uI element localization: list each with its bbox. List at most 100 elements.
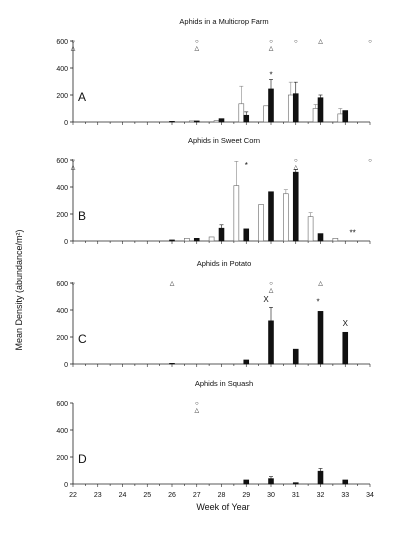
panel-c-filled-bar (342, 331, 349, 365)
panel-a-open-bar (263, 105, 269, 123)
panel-d-letter: D (78, 452, 87, 466)
panel-a-marker-symbol: ○ (195, 39, 199, 45)
panel-c-filled-bar (169, 363, 175, 365)
panel-a-marker-symbol: ○ (71, 39, 75, 45)
x-tick-label: 28 (218, 492, 226, 499)
x-tick-label: 27 (193, 492, 201, 499)
panel-a-open-bar (312, 108, 319, 123)
panel-d-y-tick-label: 200 (56, 455, 68, 462)
panel-a-y-tick-label: 0 (64, 120, 68, 127)
panel-d-marker-symbol: △ (194, 408, 199, 414)
panel-b-filled-bar (193, 238, 200, 242)
panel-b-filled-bar (292, 171, 299, 242)
panel-c-filled-bar (292, 348, 299, 365)
panel-c-marker-symbol: ○ (269, 281, 273, 287)
panel-b-open-bar (233, 185, 240, 242)
panel-d-y-tick-label: 600 (56, 401, 68, 408)
panel-b-open-bar (184, 238, 190, 242)
x-tick-label: 29 (242, 492, 250, 499)
y-axis-label: Mean Density (abundance/m²) (14, 229, 24, 350)
x-axis-label: Week of Year (196, 502, 249, 512)
panel-a-filled-bar (243, 114, 250, 123)
panel-d-filled-bar (342, 479, 349, 485)
panel-a-y-tick-label: 400 (56, 66, 68, 73)
panel-c-marker-symbol: △ (318, 281, 323, 287)
panel-a-marker-symbol: △ (318, 39, 323, 45)
panel-a-open-bar (337, 113, 344, 123)
panel-d-filled-bar (243, 479, 250, 485)
x-tick-label: 32 (317, 492, 325, 499)
panel-b-letter: B (78, 209, 86, 223)
panel-a-marker-symbol: △ (194, 46, 199, 52)
x-tick-label: 33 (341, 492, 349, 499)
panel-d-filled-bar (292, 482, 299, 485)
panel-c-y-tick-label: 600 (56, 281, 68, 288)
panel-a-marker-symbol: ○ (294, 39, 298, 45)
panel-b-open-bar (258, 204, 264, 242)
panel-a-marker-symbol: ○ (368, 39, 372, 45)
panel-b-open-bar (283, 193, 289, 242)
panel-b-open-bar (332, 238, 339, 242)
panel-a-filled-bar (317, 97, 324, 123)
panel-c-marker-symbol: △ (170, 281, 175, 287)
panel-a-marker-symbol: △ (71, 46, 76, 52)
panel-a-title: Aphids in a Multicrop Farm (179, 17, 268, 26)
panel-d-marker-symbol: ○ (195, 401, 199, 407)
panel-b-y-tick-label: 600 (56, 158, 68, 165)
panel-c-y-tick-label: 200 (56, 335, 68, 342)
panel-a-filled-bar (342, 110, 349, 123)
panel-b-open-bar (307, 216, 314, 242)
panel-b-y-tick-label: 0 (64, 239, 68, 246)
panel-b-marker-symbol: ○ (294, 158, 298, 164)
panel-a-filled-bar (169, 121, 175, 123)
x-tick-label: 24 (119, 492, 127, 499)
panel-a-letter: A (78, 90, 86, 104)
panel-c-annotation: X (263, 295, 269, 304)
x-tick-label: 26 (168, 492, 176, 499)
panel-b-y-tick-label: 400 (56, 185, 68, 192)
panel-b-filled-bar (317, 233, 324, 242)
panel-b-marker-symbol: ○ (368, 158, 372, 164)
panel-b-annotation: ** (350, 229, 356, 238)
panel-c-y-tick-label: 400 (56, 308, 68, 315)
panel-a-filled-bar (268, 88, 274, 123)
panel-c-y-tick-label: 0 (64, 362, 68, 369)
x-tick-label: 34 (366, 492, 374, 499)
panel-b-filled-bar (243, 228, 250, 242)
panel-b-open-bar (208, 236, 215, 242)
panel-a-y-tick-label: 600 (56, 39, 68, 46)
panel-b-y-tick-label: 200 (56, 212, 68, 219)
panel-b-filled-bar (268, 191, 274, 242)
panel-b-filled-bar (169, 239, 175, 242)
panel-a-open-bar (189, 120, 195, 123)
x-tick-label: 30 (267, 492, 275, 499)
panel-c-title: Aphids in Potato (197, 259, 252, 268)
panel-a-filled-bar (218, 118, 225, 123)
panel-d-filled-bar (317, 470, 324, 485)
panel-c-filled-bar (317, 311, 324, 365)
panel-d-filled-bar (268, 478, 274, 485)
panel-b-marker-symbol: △ (71, 165, 76, 171)
panel-a-open-bar (287, 94, 294, 123)
panel-c-marker-symbol: ○ (71, 281, 75, 287)
panel-c-marker-symbol: △ (269, 288, 274, 294)
panel-d-title: Aphids in Squash (195, 379, 253, 388)
panel-b-filled-bar (218, 227, 225, 242)
panel-a-marker-symbol: △ (269, 46, 274, 52)
panel-a-filled-bar (193, 120, 200, 123)
panel-a-marker-symbol: ○ (269, 39, 273, 45)
panel-a-annotation: * (269, 70, 272, 79)
panel-c-annotation: X (343, 319, 349, 328)
panel-a-filled-bar (292, 93, 299, 123)
panel-c-letter: C (78, 332, 87, 346)
panel-a-open-bar (238, 103, 245, 123)
panel-b-annotation: * (245, 161, 248, 170)
x-tick-label: 23 (94, 492, 102, 499)
panel-c-filled-bar (268, 320, 274, 365)
panel-b-marker-symbol: △ (293, 165, 298, 171)
panel-a-y-tick-label: 200 (56, 93, 68, 100)
panel-b-marker-symbol: ○ (71, 158, 75, 164)
x-tick-label: 31 (292, 492, 300, 499)
x-tick-label: 22 (69, 492, 77, 499)
panel-d-y-tick-label: 400 (56, 428, 68, 435)
